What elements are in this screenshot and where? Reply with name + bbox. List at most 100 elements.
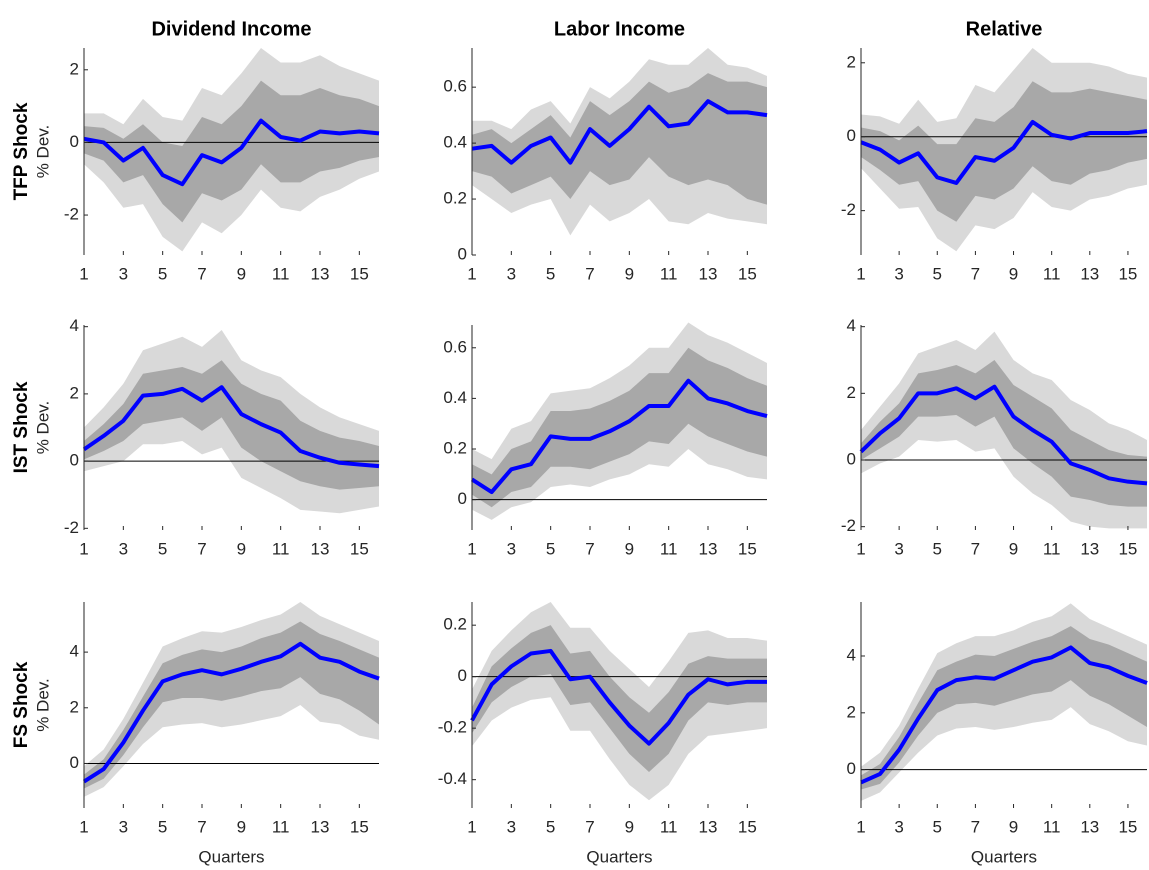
x-tick-label: 7 <box>197 817 206 836</box>
panel: Quarters-0.4-0.200.21 3 5 7 9 11 13 15 <box>438 602 767 866</box>
x-tick-label: 7 <box>971 539 980 558</box>
confidence-band <box>84 621 379 789</box>
x-tick-label: 7 <box>197 539 206 558</box>
x-tick-label: 3 <box>894 539 903 558</box>
x-tick-label: 1 <box>856 817 865 836</box>
x-tick-label: 1 <box>467 817 476 836</box>
x-tick-label: 9 <box>237 817 246 836</box>
y-tick-label: 0.6 <box>443 77 467 96</box>
panel-title: Relative <box>966 18 1043 40</box>
x-tick-label: 9 <box>625 817 634 836</box>
row-title: IST Shock <box>11 381 32 473</box>
median-line <box>860 645 1148 785</box>
x-tick-label: 3 <box>119 264 128 283</box>
median-line <box>83 118 380 187</box>
confidence-band <box>84 602 379 797</box>
x-tick-label: 3 <box>507 264 516 283</box>
y-tick-label: 2 <box>847 52 856 71</box>
confidence-band <box>861 626 1147 790</box>
median-line <box>860 119 1148 185</box>
x-tick-label: 7 <box>585 264 594 283</box>
x-tick-label: 1 <box>79 264 88 283</box>
x-tick-label: 11 <box>272 539 290 558</box>
x-tick-label: 13 <box>699 817 718 836</box>
y-tick-label: -0.2 <box>438 718 467 737</box>
panel-title: Labor Income <box>554 18 685 40</box>
x-tick-label: 15 <box>350 264 369 283</box>
x-tick-label: 1 <box>856 264 865 283</box>
x-tick-label: 3 <box>119 817 128 836</box>
x-tick-label: 5 <box>933 539 942 558</box>
x-tick-label: 11 <box>272 817 290 836</box>
y-tick-label: 0 <box>458 666 467 685</box>
y-tick-label: 4 <box>70 316 79 335</box>
y-tick-label: 2 <box>70 59 79 78</box>
y-tick-label: 0 <box>847 759 856 778</box>
x-tick-label: 5 <box>546 539 555 558</box>
y-tick-label: 0 <box>847 449 856 468</box>
y-tick-label: 0 <box>70 451 79 470</box>
x-tick-label: 3 <box>507 539 516 558</box>
x-tick-label: 5 <box>546 264 555 283</box>
x-tick-label: 15 <box>350 817 369 836</box>
y-tick-label: 0.4 <box>443 133 467 152</box>
y-tick-label: 0.4 <box>443 388 467 407</box>
confidence-band <box>84 80 379 223</box>
y-tick-label: 0 <box>70 753 79 772</box>
y-tick-label: 4 <box>70 642 79 661</box>
x-tick-label: 7 <box>585 817 594 836</box>
x-tick-label: 5 <box>546 817 555 836</box>
x-tick-label: 11 <box>1043 264 1061 283</box>
x-tick-label: 1 <box>79 817 88 836</box>
panel: 00.20.40.61 3 5 7 9 11 13 15 <box>443 322 768 558</box>
x-tick-label: 9 <box>625 539 634 558</box>
x-tick-label: 7 <box>971 264 980 283</box>
x-tick-label: 1 <box>467 264 476 283</box>
x-tick-label: 13 <box>1080 817 1099 836</box>
y-axis-label: % Dev. <box>33 401 52 455</box>
x-tick-label: 5 <box>158 817 167 836</box>
x-tick-label: 1 <box>467 539 476 558</box>
x-tick-label: 3 <box>894 817 903 836</box>
x-tick-label: 5 <box>158 264 167 283</box>
x-tick-label: 13 <box>699 539 718 558</box>
x-tick-label: 5 <box>158 539 167 558</box>
panel-title: Dividend Income <box>151 18 311 40</box>
x-axis-label: Quarters <box>198 847 264 866</box>
y-tick-label: -2 <box>841 200 856 219</box>
x-tick-label: 15 <box>738 539 757 558</box>
median-line <box>859 384 1148 486</box>
y-tick-label: 2 <box>70 383 79 402</box>
y-tick-label: -2 <box>64 518 79 537</box>
y-tick-label: 0 <box>458 244 467 263</box>
x-tick-label: 1 <box>79 539 88 558</box>
x-tick-label: 9 <box>1009 539 1018 558</box>
x-tick-label: 9 <box>1009 264 1018 283</box>
row-title: FS Shock <box>11 661 32 748</box>
y-tick-label: 0 <box>70 132 79 151</box>
x-tick-label: 3 <box>894 264 903 283</box>
median-line <box>470 648 767 746</box>
x-tick-label: 11 <box>660 817 678 836</box>
x-tick-label: 13 <box>311 264 330 283</box>
x-tick-label: 7 <box>197 264 206 283</box>
x-tick-label: 5 <box>933 264 942 283</box>
x-tick-label: 7 <box>585 539 594 558</box>
x-axis-label: Quarters <box>586 847 652 866</box>
x-tick-label: 13 <box>1080 264 1099 283</box>
median-line <box>82 641 380 784</box>
confidence-band <box>472 625 767 772</box>
x-tick-label: 13 <box>1080 539 1099 558</box>
y-tick-label: 0 <box>847 126 856 145</box>
y-tick-label: 0.2 <box>443 189 467 208</box>
x-tick-label: 9 <box>625 264 634 283</box>
confidence-band <box>861 360 1147 507</box>
y-tick-label: -0.4 <box>438 769 467 788</box>
y-axis-label: % Dev. <box>33 678 52 732</box>
x-tick-label: 11 <box>660 264 678 283</box>
x-tick-label: 3 <box>507 817 516 836</box>
y-tick-label: -2 <box>64 205 79 224</box>
